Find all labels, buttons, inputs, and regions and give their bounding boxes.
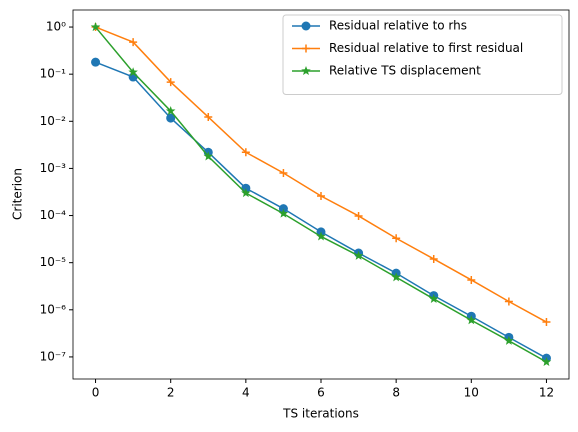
data-point bbox=[166, 78, 175, 87]
data-point bbox=[391, 272, 401, 282]
data-point bbox=[467, 275, 476, 284]
data-point bbox=[504, 335, 514, 345]
legend-box bbox=[282, 14, 563, 95]
x-axis-label: TS iterations bbox=[282, 407, 359, 421]
data-point bbox=[129, 38, 138, 47]
data-point bbox=[241, 148, 250, 157]
data-point bbox=[353, 250, 364, 260]
x-tick-label: 8 bbox=[392, 386, 400, 400]
y-tick-label: 10⁻⁷ bbox=[40, 349, 67, 363]
data-point bbox=[541, 357, 552, 367]
data-point bbox=[165, 106, 176, 116]
x-tick-label: 2 bbox=[167, 386, 175, 400]
data-point bbox=[90, 22, 101, 32]
data-point bbox=[204, 113, 213, 122]
data-point bbox=[504, 297, 513, 306]
x-tick-label: 0 bbox=[92, 386, 100, 400]
y-tick-label: 10⁻³ bbox=[40, 161, 67, 175]
data-point bbox=[241, 188, 251, 198]
y-axis-label: Criterion bbox=[11, 168, 25, 220]
legend-marker bbox=[302, 44, 310, 53]
data-point bbox=[203, 151, 214, 161]
data-point bbox=[279, 168, 288, 177]
legend-marker bbox=[301, 66, 311, 76]
legend-label: Relative TS displacement bbox=[329, 64, 481, 78]
data-point bbox=[392, 234, 401, 243]
data-point bbox=[128, 67, 138, 77]
legend-label: Residual relative to rhs bbox=[329, 19, 467, 33]
series-line bbox=[95, 61, 547, 359]
x-tick-label: 10 bbox=[464, 386, 479, 400]
data-point bbox=[354, 211, 363, 220]
legend-label: Residual relative to first residual bbox=[329, 41, 523, 55]
data-point bbox=[429, 254, 438, 263]
y-tick-label: 10⁻² bbox=[40, 114, 67, 128]
legend-marker bbox=[301, 21, 311, 31]
data-point bbox=[466, 315, 477, 325]
data-point bbox=[428, 293, 439, 303]
data-point bbox=[542, 318, 551, 327]
y-tick-label: 10⁻¹ bbox=[40, 67, 67, 81]
y-tick-label: 10⁻⁵ bbox=[40, 255, 67, 269]
data-point bbox=[317, 191, 325, 200]
data-point bbox=[166, 113, 176, 123]
data-point bbox=[91, 57, 101, 67]
y-tick-label: 10⁰ bbox=[46, 20, 66, 34]
x-tick-label: 4 bbox=[242, 386, 250, 400]
data-point bbox=[316, 231, 326, 241]
x-tick-label: 12 bbox=[539, 386, 554, 400]
y-tick-label: 10⁻⁶ bbox=[40, 302, 67, 316]
x-tick-label: 6 bbox=[317, 386, 325, 400]
data-point bbox=[278, 208, 289, 218]
y-tick-label: 10⁻⁴ bbox=[40, 208, 67, 222]
